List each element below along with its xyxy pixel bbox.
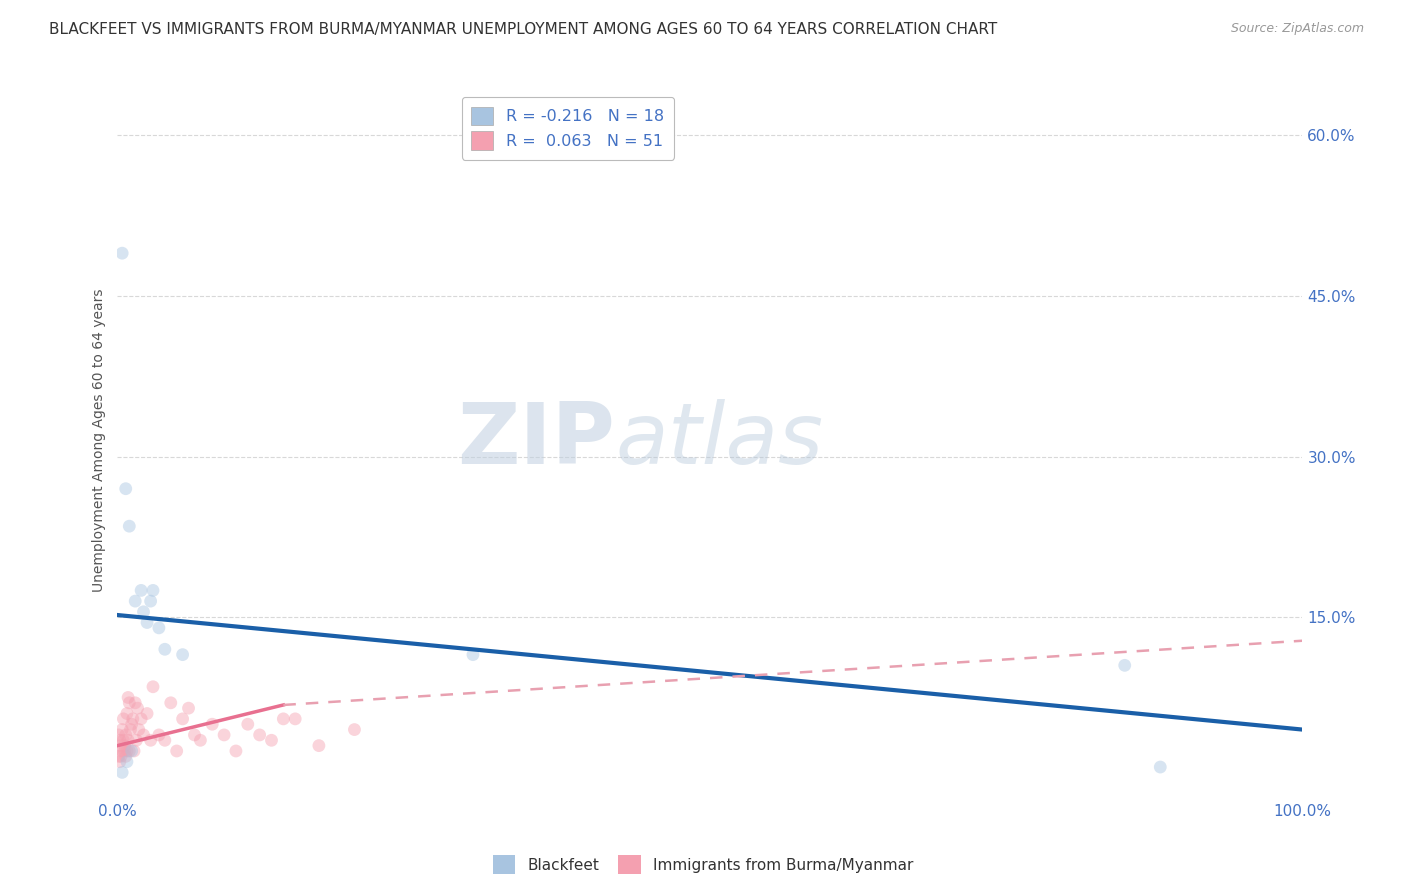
Point [142,680,165,694]
Text: Source: ZipAtlas.com: Source: ZipAtlas.com [1230,22,1364,36]
Point [111,723,134,737]
Point [125,733,148,747]
Point [129,583,152,598]
Text: BLACKFEET VS IMMIGRANTS FROM BURMA/MYANMAR UNEMPLOYMENT AMONG AGES 60 TO 64 YEAR: BLACKFEET VS IMMIGRANTS FROM BURMA/MYANM… [49,22,997,37]
Point [136,615,159,630]
Point [148,728,170,742]
Point [120,723,142,737]
Point [142,583,165,598]
Point [121,712,143,726]
Point [225,744,247,758]
Point [117,690,139,705]
Point [112,712,135,726]
Point [114,728,136,742]
Point [127,701,149,715]
Point [111,246,134,260]
Point [172,712,194,726]
Point [153,642,176,657]
Point [136,706,159,721]
Point [461,648,484,662]
Point [128,723,150,737]
Legend: R = -0.216   N = 18, R =  0.063   N = 51: R = -0.216 N = 18, R = 0.063 N = 51 [461,97,673,160]
Legend: Blackfeet, Immigrants from Burma/Myanmar: Blackfeet, Immigrants from Burma/Myanmar [486,849,920,880]
Text: ZIP: ZIP [457,399,616,482]
Point [108,755,131,769]
Point [114,744,136,758]
Point [132,605,155,619]
Point [121,717,143,731]
Point [273,712,295,726]
Point [153,733,176,747]
Point [115,744,138,758]
Point [118,696,141,710]
Point [177,701,200,715]
Point [183,728,205,742]
Point [284,712,307,726]
Point [124,594,146,608]
Point [108,733,131,747]
Point [190,733,212,747]
Point [260,733,283,747]
Point [308,739,330,753]
Y-axis label: Unemployment Among Ages 60 to 64 years: Unemployment Among Ages 60 to 64 years [93,289,107,592]
Point [112,733,135,747]
Point [114,749,136,764]
Point [111,744,134,758]
Point [124,696,146,710]
Point [132,728,155,742]
Point [117,733,139,747]
Point [110,739,132,753]
Point [121,744,143,758]
Point [172,648,194,662]
Text: atlas: atlas [616,399,823,482]
Point [122,744,145,758]
Point [118,519,141,533]
Point [343,723,366,737]
Point [148,621,170,635]
Point [139,733,162,747]
Point [159,696,181,710]
Point [129,712,152,726]
Point [201,717,224,731]
Point [111,765,134,780]
Point [118,744,141,758]
Point [115,706,138,721]
Point [114,739,136,753]
Point [249,728,271,742]
Point [236,717,259,731]
Point [114,482,136,496]
Point [166,744,188,758]
Point [1149,760,1171,774]
Point [139,594,162,608]
Point [212,728,235,742]
Point [110,749,132,764]
Point [107,749,129,764]
Point [107,728,129,742]
Point [1114,658,1136,673]
Point [115,755,138,769]
